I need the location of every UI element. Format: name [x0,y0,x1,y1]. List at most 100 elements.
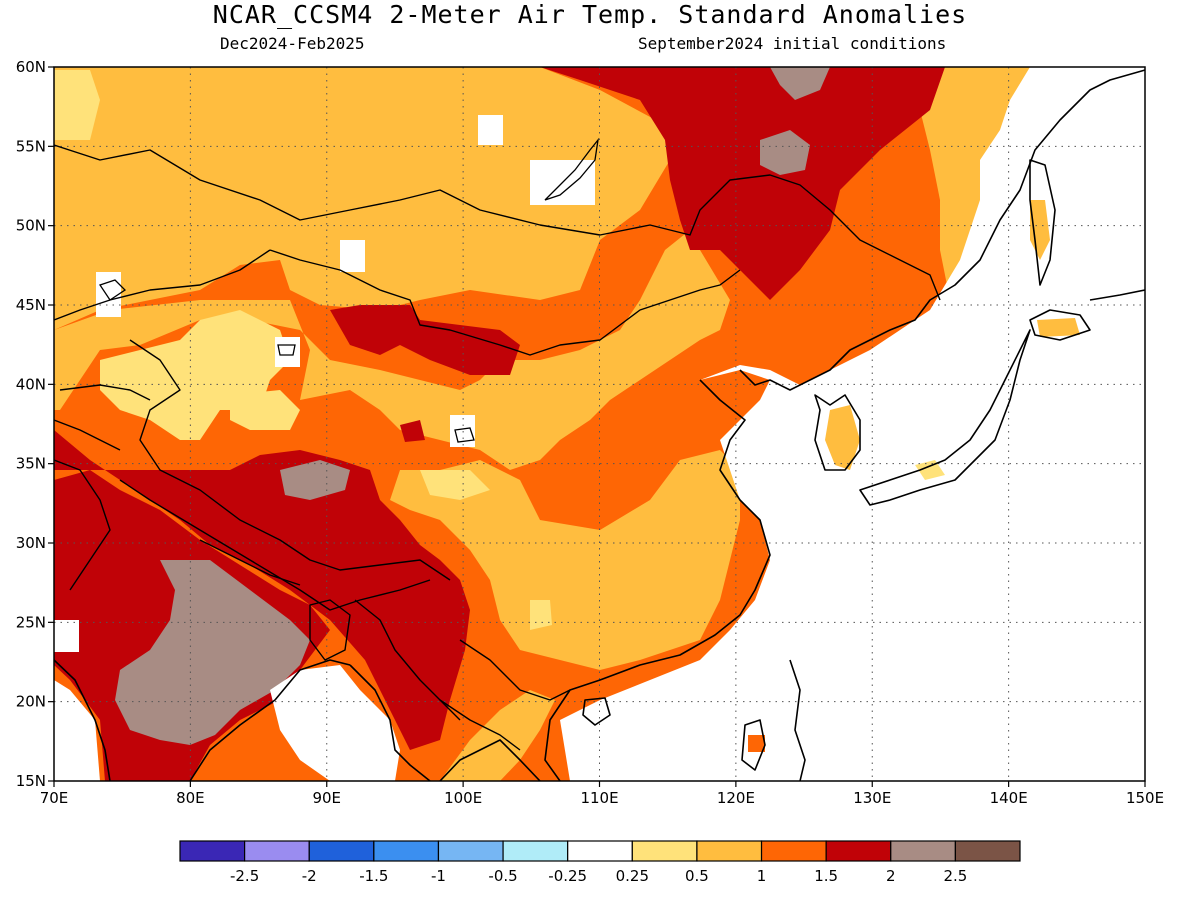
nepal-border [199,539,301,586]
initial-conditions: September2024 initial conditions [638,34,947,53]
legend-label: -1.5 [359,867,388,885]
ocean-mask-arabian [54,680,100,781]
legend-swatch [760,840,827,862]
legend-swatch [696,840,763,862]
korea-anomaly [825,405,860,470]
hainan-coast [582,697,611,726]
lake-baikal [544,137,600,201]
thailand-border [439,699,521,751]
country-borders [54,144,941,751]
lat-tick-label: 20N [16,693,46,711]
legend-swatch [244,840,310,862]
lon-tick-label: 130E [853,789,891,807]
legend-label: 0.25 [616,867,649,885]
himalaya-border [119,479,431,611]
lake-issyk [277,344,296,356]
legend-swatch [502,840,569,862]
anomaly-zone-1p5-2-qinghai [400,420,425,442]
lon-tick-label: 100E [444,789,482,807]
anomaly-field [54,67,1145,781]
ocean-mask-bay [270,665,400,781]
anomaly-zone-0p25-0p5-tarim [230,390,300,430]
map-title: NCAR_CCSM4 2-Meter Air Temp. Standard An… [212,0,968,29]
legend-label: 1 [757,867,767,885]
legend-label: -1 [431,867,446,885]
legend-swatch [825,840,892,862]
lat-tick-label: 35N [16,455,46,473]
china-west-border [129,339,451,581]
lakes [98,137,600,443]
mongolia-border [269,249,741,356]
bangladesh-border [309,599,351,661]
colorbar-legend: -2.5 -2 -1.5 -1 -0.5 -0.25 0.25 0.5 1 1.5 2 2.5 [179,840,1021,885]
legend-swatch [308,840,375,862]
legend-swatch [954,840,1021,862]
afghan-border [54,419,121,451]
anomaly-zone-0p25-0p5-indochina [530,600,552,630]
kyrgyz-border [59,384,151,401]
anomaly-zone-0p25-0p5-kazakh [54,70,100,140]
legend-swatch [567,840,633,862]
legend-swatch [373,840,440,862]
anomaly-zone-0p5-1-seasia [440,690,555,781]
masked-cell [54,620,79,652]
anomaly-zone-0p25-0p5-basin [420,470,490,500]
india-east-coast [189,659,351,781]
philippines-coast [789,659,806,781]
lon-tick-label: 110E [580,789,618,807]
hokkaido-anomaly [1037,318,1080,337]
anomaly-zone-2-2p5-tibet [280,460,350,500]
legend-label: 2.5 [943,867,967,885]
pakistan-border [54,459,111,591]
kazakh-border [54,249,271,321]
lon-tick-label: 120E [717,789,755,807]
anomaly-zone-2-2p5-siberia [770,67,830,100]
legend-label: 0.5 [685,867,709,885]
india-west-coast [54,659,111,781]
masked-cell [340,240,365,272]
myanmar-coast [349,664,431,781]
korea-coast [814,394,861,471]
japan-hokkaido [1029,309,1091,341]
legend-label: -0.25 [548,867,587,885]
legend-label: 2 [886,867,896,885]
anomaly-zone-2-2p5-baikal [760,130,810,175]
indochina-coast [439,739,541,781]
lake-balkhash [98,279,127,301]
anomaly-zone-0p5-1-central [54,230,730,470]
laos-vietnam-border [459,639,571,701]
lake-qinghai [454,427,475,443]
lat-tick-label: 40N [16,375,46,393]
legend-swatch [631,840,698,862]
russia-border [54,144,941,301]
lat-tick-label: 55N [16,137,46,155]
anomaly-zone-1p5-2-siberia [540,67,945,300]
myanmar-border [354,599,461,721]
taiwan-anomaly [748,735,765,752]
lon-tick-label: 150E [1126,789,1164,807]
anomaly-zone-1p5-2-mongolia [330,305,520,375]
lon-tick-label: 140E [990,789,1028,807]
japan-honshu [859,329,1031,506]
lon-tick-label: 80E [176,789,205,807]
lat-tick-label: 15N [16,772,46,790]
legend-swatch [890,840,956,862]
anomaly-zone-1p5-2-tibet [54,430,470,750]
masked-cell [478,115,503,145]
anomaly-zone-0p5-1-north [54,67,670,330]
legend-label: -0.5 [488,867,517,885]
china-east-coast [739,69,1145,391]
forecast-period: Dec2024-Feb2025 [220,34,365,53]
legend-swatch [437,840,504,862]
masked-cell-balkhash [96,272,121,317]
legend-label: 1.5 [814,867,838,885]
longitude-axis: 70E 80E 90E 100E 110E 120E 130E 140E 150E [40,781,1164,807]
lat-tick-label: 45N [16,296,46,314]
japan-anomaly [915,460,945,480]
anomaly-zone-2-2p5-india [115,560,310,745]
lat-tick-label: 60N [16,58,46,76]
lat-tick-label: 25N [16,613,46,631]
legend-swatch [179,840,246,862]
kamchatka-hint [1089,289,1145,301]
